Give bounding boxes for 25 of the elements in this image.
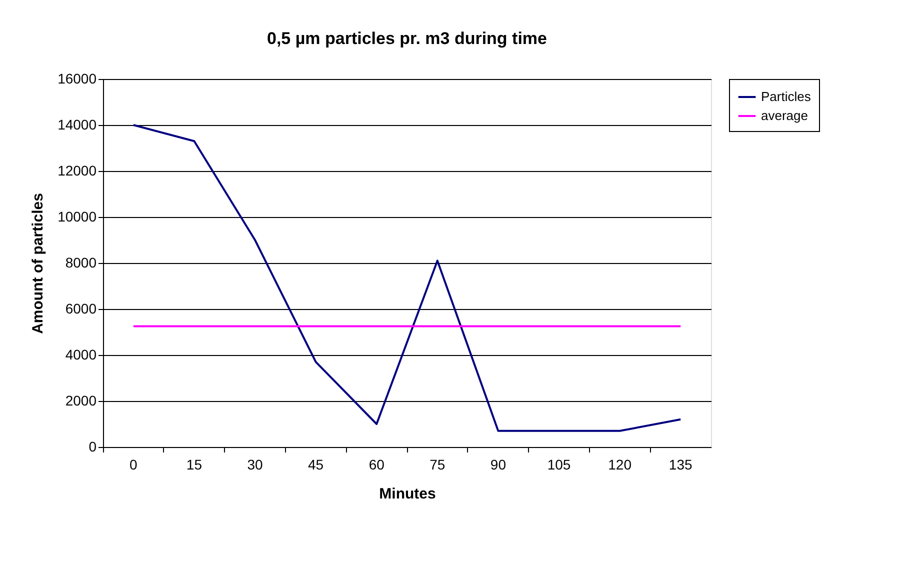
x-tick-label: 105 [547,456,571,472]
x-tick-label: 15 [186,456,202,472]
x-tick-label: 135 [668,456,692,472]
x-tick-label: 120 [608,456,632,472]
y-tick-label: 16000 [58,70,97,86]
y-tick-label: 4000 [65,346,97,362]
legend-label: Particles [761,89,812,104]
y-tick-label: 14000 [58,116,97,132]
y-tick-label: 0 [88,438,97,454]
x-tick-label: 75 [430,456,446,472]
x-tick-label: 30 [247,456,263,472]
x-tick-label: 90 [490,456,506,472]
y-tick-label: 6000 [65,300,97,316]
y-axis-title: Amount of particles [30,193,47,334]
chart-title: 0,5 µm particles pr. m3 during time [267,29,547,48]
y-tick-label: 12000 [58,162,97,178]
line-series [132,124,682,432]
legend-label: average [761,108,808,123]
y-tick-label: 10000 [58,208,97,224]
x-tick-label: 45 [308,456,324,472]
x-axis-title: Minutes [379,486,436,502]
y-tick-label: 2000 [65,392,97,408]
x-tick-label: 60 [368,456,385,472]
x-tick-label: 0 [130,456,138,472]
y-tick-label: 8000 [65,254,97,270]
